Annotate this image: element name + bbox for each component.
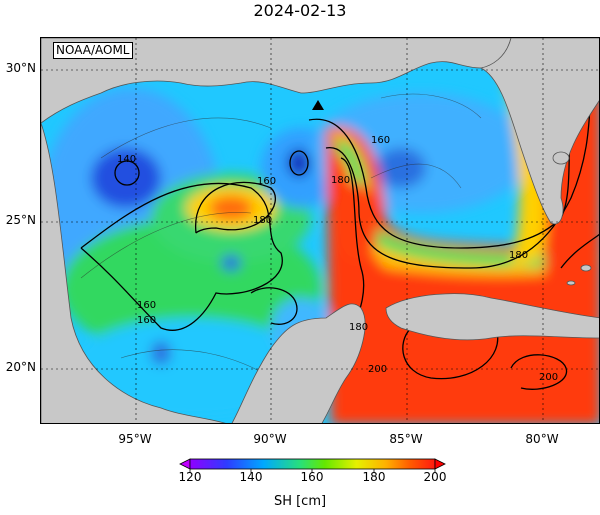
- longitude-label: 90°W: [253, 432, 287, 446]
- graticule: [41, 38, 599, 423]
- contour-label: 160: [137, 300, 156, 311]
- colorbar-tick-label: 120: [178, 470, 202, 484]
- latitude-label: 30°N: [5, 61, 36, 75]
- longitude-label: 95°W: [118, 432, 152, 446]
- colorbar-tick-label: 140: [239, 470, 263, 484]
- longitude-label: 85°W: [389, 432, 423, 446]
- triangle-marker: [312, 100, 324, 110]
- colorbar-min-arrow: [179, 458, 191, 470]
- contour-label: 160: [257, 176, 276, 187]
- colorbar-label: SH [cm]: [273, 494, 327, 509]
- colorbar-gradient: [189, 458, 436, 470]
- contour-label: 180: [331, 175, 350, 186]
- contour-label: 180: [349, 322, 368, 333]
- colorbar-max-arrow: [434, 458, 446, 470]
- latitude-label: 25°N: [5, 213, 36, 227]
- colorbar-tick-label: 180: [362, 470, 386, 484]
- sea-height-map: 140 160 180 160 180 160 180 200 200 180 …: [40, 37, 600, 424]
- contour-label: 200: [368, 364, 387, 375]
- contour-label: 180: [509, 250, 528, 261]
- map-canvas: 140 160 180 160 180 160 180 200 200 180 …: [41, 38, 599, 423]
- colorbar-tick-label: 160: [300, 470, 324, 484]
- contour-label-group: 140 160 180 160 180 160 180 200 200 180 …: [117, 135, 558, 383]
- contour-label: 180: [253, 215, 272, 226]
- colorbar-tick-label: 200: [423, 470, 447, 484]
- contour-label: 200: [539, 372, 558, 383]
- contour-label: 160: [371, 135, 390, 146]
- contour-label: 160: [137, 315, 156, 326]
- land-areas: [41, 38, 599, 423]
- latitude-label: 20°N: [5, 360, 36, 374]
- map-title: 2024-02-13: [253, 1, 347, 20]
- minor-contour-lines: [80, 93, 482, 379]
- credit-label: NOAA/AOML: [53, 42, 133, 59]
- contour-label: 140: [117, 154, 136, 165]
- longitude-label: 80°W: [525, 432, 559, 446]
